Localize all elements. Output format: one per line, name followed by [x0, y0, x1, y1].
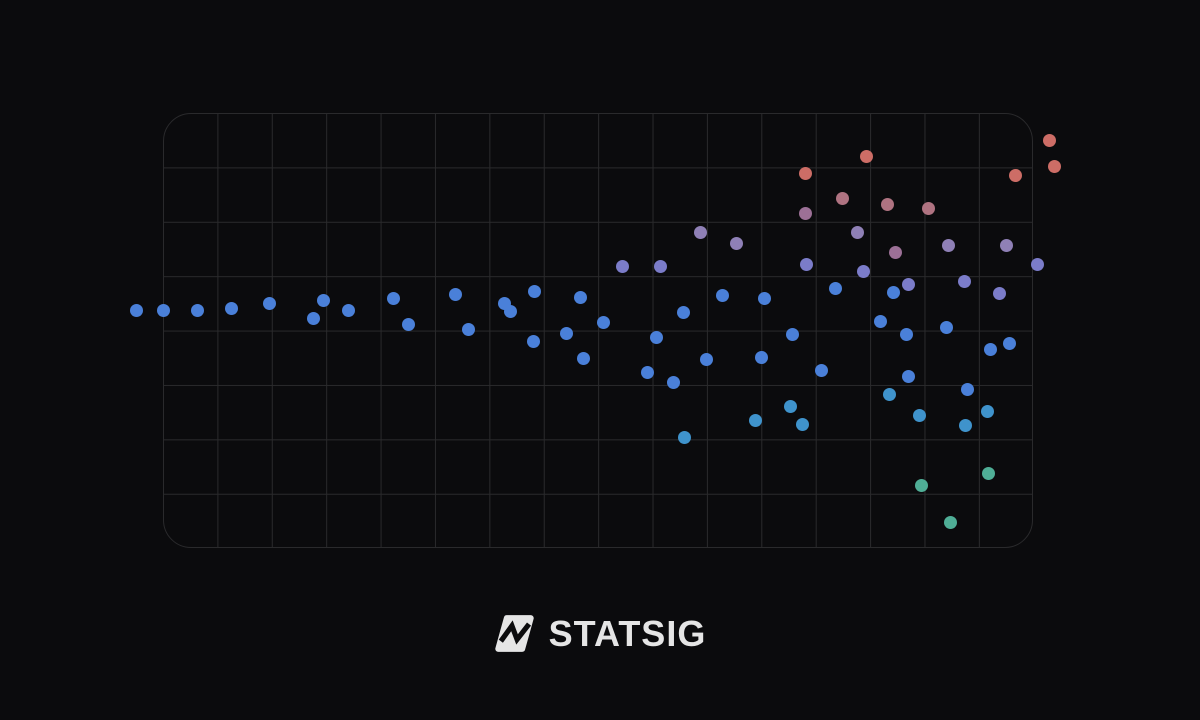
- scatter-point: [1047, 159, 1061, 173]
- scatter-point: [129, 303, 143, 317]
- grid-panel: [163, 113, 1034, 549]
- scatter-point: [1042, 133, 1056, 147]
- statsig-wordmark: STATSIG: [548, 613, 707, 654]
- statsig-logo: STATSIG: [0, 608, 1200, 658]
- statsig-bolt-icon: [494, 614, 534, 652]
